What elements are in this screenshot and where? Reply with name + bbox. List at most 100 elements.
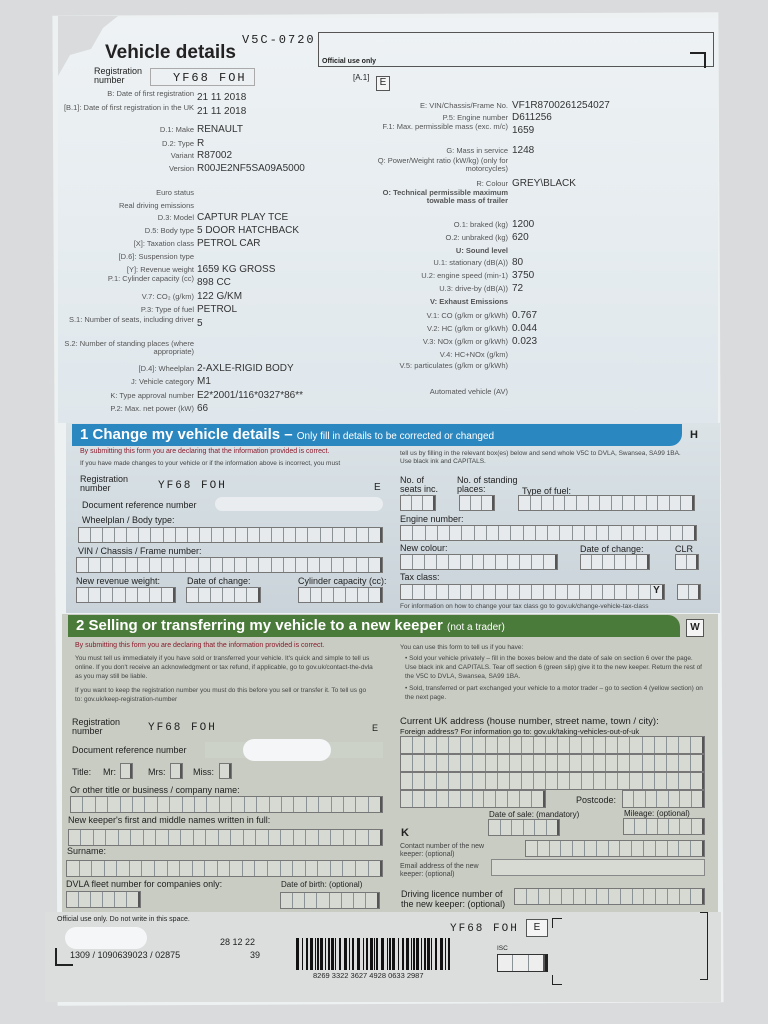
- input-box-cell[interactable]: [206, 830, 219, 845]
- input-box-cell[interactable]: [498, 955, 514, 971]
- input-box-cell[interactable]: [357, 528, 369, 542]
- input-box-cell[interactable]: [260, 528, 273, 542]
- miss-checkbox[interactable]: [219, 763, 232, 779]
- mileage-input[interactable]: [623, 818, 705, 835]
- input-box-cell[interactable]: [346, 588, 358, 602]
- input-box-cell[interactable]: [281, 861, 294, 876]
- input-box-cell[interactable]: [150, 588, 162, 602]
- input-box-cell[interactable]: [606, 737, 619, 753]
- input-box-cell[interactable]: [77, 558, 90, 572]
- input-box-cell[interactable]: [92, 861, 105, 876]
- input-box-cell[interactable]: [115, 892, 127, 907]
- seats-input[interactable]: [400, 495, 436, 511]
- input-box-cell[interactable]: [668, 841, 680, 856]
- input-box-cell[interactable]: [542, 496, 554, 510]
- input-box-cell[interactable]: [626, 555, 637, 569]
- input-box-cell[interactable]: [681, 496, 694, 510]
- input-box-cell[interactable]: [692, 819, 704, 834]
- input-box-cell[interactable]: [331, 830, 344, 845]
- input-box-cell[interactable]: [205, 861, 218, 876]
- input-box-cell[interactable]: [600, 496, 612, 510]
- input-box-cell[interactable]: [308, 528, 321, 542]
- input-box-cell[interactable]: [570, 773, 583, 789]
- input-box-cell[interactable]: [496, 555, 509, 569]
- vin-input[interactable]: [76, 557, 383, 573]
- input-box-cell[interactable]: [512, 820, 524, 835]
- input-box-cell[interactable]: [655, 773, 667, 789]
- input-box-cell[interactable]: [126, 558, 138, 572]
- input-box-cell[interactable]: [119, 830, 132, 845]
- input-box-cell[interactable]: [656, 889, 668, 904]
- input-box-cell[interactable]: [634, 526, 646, 540]
- input-box-cell[interactable]: [294, 797, 307, 812]
- date-of-change-2-input[interactable]: [580, 554, 650, 570]
- input-box-cell[interactable]: [219, 830, 232, 845]
- input-box-cell[interactable]: [597, 889, 609, 904]
- input-box-cell[interactable]: [130, 861, 143, 876]
- input-box-cell[interactable]: [248, 528, 261, 542]
- input-box-cell[interactable]: [437, 773, 450, 789]
- input-box-cell[interactable]: [259, 558, 272, 572]
- input-box-cell[interactable]: [646, 791, 658, 807]
- input-box-cell[interactable]: [603, 585, 616, 599]
- input-box-cell[interactable]: [344, 558, 357, 572]
- input-box-cell[interactable]: [438, 526, 450, 540]
- input-box-cell[interactable]: [232, 797, 245, 812]
- input-box-cell[interactable]: [449, 773, 462, 789]
- input-box-cell[interactable]: [615, 585, 628, 599]
- input-box-cell[interactable]: [369, 797, 383, 812]
- input-box-cell[interactable]: [534, 737, 546, 753]
- input-box-cell[interactable]: [529, 955, 545, 971]
- input-box-cell[interactable]: [691, 755, 704, 771]
- input-box-cell[interactable]: [401, 773, 414, 789]
- input-box-cell[interactable]: [103, 528, 116, 542]
- input-box-cell[interactable]: [679, 773, 691, 789]
- input-box-cell[interactable]: [186, 558, 199, 572]
- input-box-cell[interactable]: [531, 496, 543, 510]
- address-line-2-input[interactable]: [400, 754, 705, 772]
- date-of-change-input[interactable]: [186, 587, 261, 603]
- input-box-cell[interactable]: [623, 496, 635, 510]
- input-box-cell[interactable]: [245, 797, 258, 812]
- input-box-cell[interactable]: [667, 755, 679, 771]
- input-box-cell[interactable]: [547, 820, 559, 835]
- input-box-cell[interactable]: [294, 830, 307, 845]
- input-box-cell[interactable]: [647, 496, 659, 510]
- input-box-cell[interactable]: [623, 791, 635, 807]
- input-box-cell[interactable]: [486, 737, 498, 753]
- input-box-cell[interactable]: [369, 861, 383, 876]
- dob-input[interactable]: [280, 892, 380, 909]
- input-box-cell[interactable]: [187, 588, 199, 602]
- input-box-cell[interactable]: [156, 830, 169, 845]
- input-box-cell[interactable]: [437, 755, 450, 771]
- input-box-cell[interactable]: [539, 889, 551, 904]
- input-box-cell[interactable]: [582, 773, 595, 789]
- input-box-cell[interactable]: [450, 526, 463, 540]
- input-box-cell[interactable]: [425, 791, 437, 807]
- input-box-cell[interactable]: [425, 737, 438, 753]
- input-box-cell[interactable]: [162, 588, 175, 602]
- input-box-cell[interactable]: [544, 585, 556, 599]
- input-box-cell[interactable]: [634, 791, 646, 807]
- input-box-cell[interactable]: [683, 526, 696, 540]
- input-box-cell[interactable]: [647, 819, 658, 834]
- input-box-cell[interactable]: [582, 737, 595, 753]
- input-box-cell[interactable]: [486, 755, 498, 771]
- input-box-cell[interactable]: [425, 555, 437, 569]
- input-box-cell[interactable]: [558, 755, 571, 771]
- revenue-weight-input[interactable]: [76, 587, 176, 603]
- input-box-cell[interactable]: [592, 585, 604, 599]
- input-box-cell[interactable]: [299, 588, 311, 602]
- input-box-cell[interactable]: [520, 555, 533, 569]
- input-box-cell[interactable]: [585, 841, 597, 856]
- input-box-cell[interactable]: [89, 558, 102, 572]
- input-box-cell[interactable]: [235, 558, 248, 572]
- input-box-cell[interactable]: [679, 841, 692, 856]
- input-box-cell[interactable]: [174, 558, 187, 572]
- input-box-cell[interactable]: [594, 773, 607, 789]
- input-box-cell[interactable]: [138, 588, 150, 602]
- input-box-cell[interactable]: [615, 555, 626, 569]
- input-box-cell[interactable]: [570, 737, 583, 753]
- input-box-cell[interactable]: [437, 791, 449, 807]
- input-box-cell[interactable]: [181, 830, 194, 845]
